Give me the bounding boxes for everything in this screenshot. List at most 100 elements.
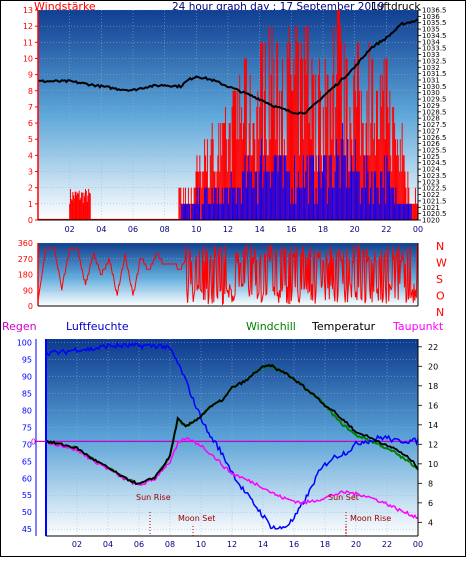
pressure-tick-label: 1023.5 (422, 172, 447, 180)
pressure-tick-label: 1028.5 (422, 108, 447, 116)
compass-label: N (436, 240, 444, 253)
pressure-tick-label: 1028 (422, 115, 440, 123)
humidity-tick-label: 90 (22, 372, 32, 381)
temperature-tick-label: 4 (428, 518, 433, 527)
humidity-tick-label: 75 (22, 423, 32, 432)
bottom-x-tick-label: 00 (413, 540, 423, 549)
pressure-tick-label: 1034.5 (422, 32, 447, 40)
direction-tick-label: 270 (18, 255, 33, 264)
pressure-tick-label: 1025.5 (422, 147, 447, 155)
bottom-x-tick-label: 04 (103, 540, 113, 549)
temperature-tick-label: 8 (428, 479, 433, 488)
pressure-tick-label: 1035 (422, 26, 440, 34)
bottom-x-tick-label: 08 (165, 540, 175, 549)
pressure-tick-label: 1035.5 (422, 19, 447, 27)
humidity-tick-label: 85 (22, 389, 32, 398)
temp-humidity-axes: 4550556065707580859095100468101214161820… (17, 338, 438, 549)
pressure-tick-label: 1020 (422, 217, 440, 225)
wind-x-tick-label: 02 (65, 225, 75, 234)
bottom-x-tick-label: 12 (227, 540, 237, 549)
temp-humidity-grid (46, 339, 419, 536)
pressure-tick-label: 1025 (422, 153, 440, 161)
temperature-tick-label: 16 (428, 401, 438, 410)
bottom-x-tick-label: 02 (72, 540, 82, 549)
wind-tick-label: 7 (28, 103, 33, 112)
pressure-tick-label: 1034 (422, 38, 440, 46)
wind-direction-series (37, 245, 419, 306)
pressure-tick-label: 1031 (422, 77, 440, 85)
humidity-tick-label: 55 (22, 491, 32, 500)
wind-x-tick-label: 22 (381, 225, 391, 234)
bottom-x-tick-label: 14 (258, 540, 268, 549)
pressure-tick-label: 1022 (422, 191, 440, 199)
temperature-tick-label: 22 (428, 343, 438, 352)
wind-tick-label: 11 (23, 38, 33, 47)
temperature-tick-label: 12 (428, 440, 438, 449)
pressure-tick-label: 1032.5 (422, 57, 447, 65)
wind-tick-label: 12 (23, 22, 33, 31)
legend-regen: Regen (2, 320, 37, 333)
humidity-tick-label: 50 (22, 508, 32, 517)
moon-rise-label: Moon Rise (350, 514, 391, 523)
pressure-tick-label: 1036 (422, 13, 440, 21)
pressure-tick-label: 1027 (422, 127, 440, 135)
humidity-tick-label: 100 (17, 338, 32, 347)
humidity-tick-label: 60 (22, 474, 32, 483)
wind-tick-label: 1 (28, 200, 33, 209)
pressure-tick-label: 1036.5 (422, 7, 447, 15)
humidity-tick-label: 80 (22, 406, 32, 415)
bottom-x-tick-label: 20 (351, 540, 361, 549)
wind-tick-label: 2 (28, 184, 33, 193)
pressure-tick-label: 1029 (422, 102, 440, 110)
compass-label: O (436, 290, 445, 303)
wind-x-tick-label: 16 (286, 225, 296, 234)
humidity-tick-label: 70 (22, 440, 32, 449)
pressure-tick-label: 1027.5 (422, 121, 447, 129)
temperature-tick-label: 14 (428, 421, 438, 430)
pressure-tick-label: 1020.5 (422, 210, 447, 218)
wind-tick-label: 10 (23, 54, 33, 63)
bottom-x-tick-label: 16 (289, 540, 299, 549)
temp-humidity-series (45, 341, 419, 530)
wind-x-tick-label: 14 (255, 225, 265, 234)
legend-luftfeuchte: Luftfeuchte (66, 320, 129, 333)
wind-tick-label: 5 (28, 135, 33, 144)
humidity-line (45, 341, 419, 530)
wind-tick-label: 6 (28, 119, 33, 128)
wind-x-tick-label: 20 (350, 225, 360, 234)
humidity-tick-label: 45 (22, 525, 32, 534)
pressure-tick-label: 1024.5 (422, 159, 447, 167)
pressure-tick-label: 1022.5 (422, 185, 447, 193)
temperature-line (45, 363, 419, 486)
wind-bars (38, 10, 418, 221)
wind-direction-line (37, 245, 419, 306)
wind-x-tick-label: 06 (128, 225, 138, 234)
direction-tick-label: 180 (18, 271, 33, 280)
humidity-tick-label: 65 (22, 457, 32, 466)
legend-temperatur: Temperatur (311, 320, 376, 333)
wind-tick-label: 0 (28, 216, 33, 225)
bottom-x-tick-label: 10 (196, 540, 206, 549)
pressure-line (37, 18, 419, 115)
wind-tick-label: 13 (23, 6, 33, 15)
legend-windchill: Windchill (246, 320, 296, 333)
rain-zero-label: 0 (31, 437, 36, 446)
temp-humidity-plot-area (46, 339, 418, 536)
legend-taupunkt: Taupunkt (392, 320, 444, 333)
pressure-tick-label: 1029.5 (422, 96, 447, 104)
pressure-tick-label: 1033 (422, 51, 440, 59)
bottom-x-tick-label: 06 (134, 540, 144, 549)
pressure-tick-label: 1026.5 (422, 134, 447, 142)
direction-tick-label: 90 (23, 286, 33, 295)
sun-moon-events: Sun Rise Moon Set Sun Set Moon Rise (136, 493, 391, 536)
pressure-tick-label: 1024 (422, 166, 440, 174)
pressure-tick-label: 1031.5 (422, 70, 447, 78)
moon-set-label: Moon Set (178, 514, 215, 523)
temperature-tick-label: 18 (428, 382, 438, 391)
compass-label: S (436, 273, 443, 286)
